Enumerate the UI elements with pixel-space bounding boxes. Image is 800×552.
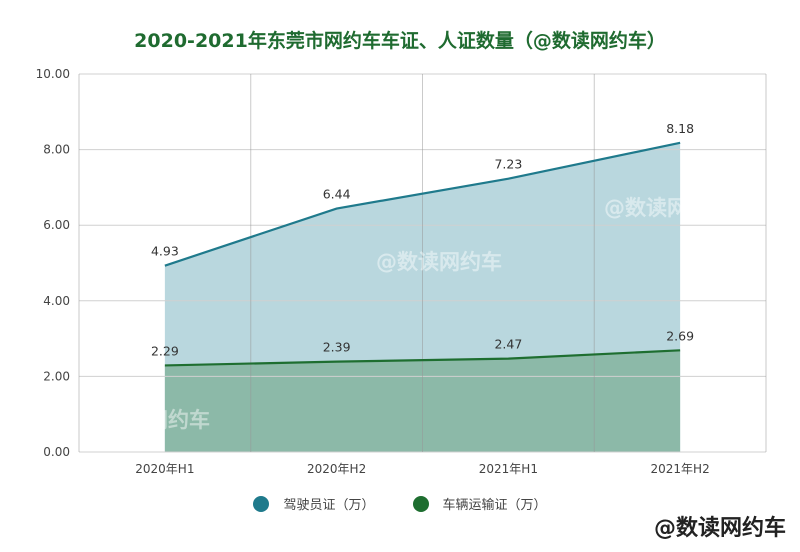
data-label: 8.18 — [666, 121, 694, 136]
x-tick-label: 2020年H1 — [135, 462, 194, 476]
legend-label: 车辆运输证（万） — [442, 498, 547, 513]
legend-label: 驾驶员证（万） — [283, 498, 375, 513]
data-label: 7.23 — [494, 157, 522, 172]
legend-item[interactable]: 驾驶员证（万） — [253, 494, 375, 513]
x-tick-label: 2021年H2 — [651, 462, 710, 476]
legend-item[interactable]: 车辆运输证（万） — [412, 494, 547, 513]
series-line — [164, 349, 681, 367]
series-line — [164, 141, 681, 267]
y-tick-label: 4.00 — [43, 294, 70, 308]
legend-marker — [253, 495, 270, 512]
legend-marker — [412, 495, 429, 512]
y-tick-label: 2.00 — [43, 369, 70, 383]
data-label: 2.29 — [151, 343, 179, 358]
data-label: 4.93 — [151, 244, 179, 259]
data-label: 2.47 — [494, 337, 522, 352]
data-label: 2.69 — [666, 328, 694, 343]
y-tick-label: 0.00 — [43, 445, 70, 459]
y-tick-label: 10.00 — [36, 67, 70, 81]
watermark: @数读网约车 — [376, 250, 502, 274]
x-tick-label: 2021年H1 — [479, 462, 538, 476]
y-tick-label: 6.00 — [43, 218, 70, 232]
legend: 驾驶员证（万） 车辆运输证（万） — [0, 494, 800, 513]
data-label: 6.44 — [323, 187, 351, 202]
y-tick-label: 8.00 — [43, 143, 70, 157]
watermark: @数读网约车 — [604, 196, 730, 220]
chart-title: 2020-2021年东莞市网约车车证、人证数量（@数读网约车） — [134, 30, 666, 52]
data-label: 2.39 — [323, 340, 351, 355]
watermark: @数读网约车 — [84, 408, 210, 432]
watermark-main: @数读网约车 — [653, 516, 786, 541]
x-tick-label: 2020年H2 — [307, 462, 366, 476]
